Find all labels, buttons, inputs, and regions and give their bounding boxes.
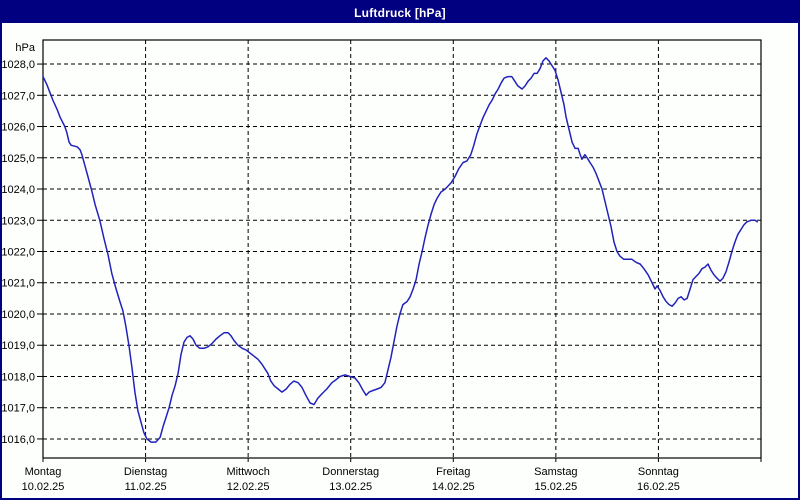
y-tick-label: 1019,0 <box>2 340 35 352</box>
pressure-chart: 1028,0 1027,0 1026,0 1025,0 1024,0 1023,0 1022… <box>2 39 762 493</box>
x-day-label: Freitag <box>436 466 470 478</box>
x-date-label: 14.02.25 <box>432 481 475 493</box>
y-axis-unit-label: hPa <box>15 42 35 54</box>
x-date-label: 16.02.25 <box>637 481 680 493</box>
y-tick-label: 1024,0 <box>2 184 35 196</box>
y-tick-label: 1017,0 <box>2 403 35 415</box>
x-day-label: Mittwoch <box>226 466 269 478</box>
y-tick-label: 1027,0 <box>2 90 35 102</box>
x-day-label: Sonntag <box>638 466 679 478</box>
x-date-label: 10.02.25 <box>22 481 65 493</box>
x-day-label: Samstag <box>534 466 577 478</box>
window-title: Luftdruck [hPa] <box>354 5 446 20</box>
chart-area: 1028,0 1027,0 1026,0 1025,0 1024,0 1023,0 1022… <box>2 23 798 498</box>
x-day-label: Montag <box>25 466 62 478</box>
x-date-label: 13.02.25 <box>329 481 372 493</box>
title-bar[interactable]: Luftdruck [hPa] <box>2 2 798 23</box>
y-tick-label: 1016,0 <box>2 434 35 446</box>
x-day-label: Donnerstag <box>322 466 379 478</box>
y-tick-label: 1023,0 <box>2 215 35 227</box>
x-date-label: 12.02.25 <box>227 481 270 493</box>
x-date-label: 15.02.25 <box>534 481 577 493</box>
pressure-line <box>42 57 758 443</box>
y-tick-label: 1020,0 <box>2 309 35 321</box>
y-tick-label: 1026,0 <box>2 122 35 134</box>
x-date-label: 11.02.25 <box>125 481 167 493</box>
y-tick-label: 1025,0 <box>2 153 35 165</box>
x-day-label: Dienstag <box>124 466 167 478</box>
y-tick-label: 1028,0 <box>2 59 35 71</box>
y-tick-label: 1021,0 <box>2 278 35 290</box>
y-tick-label: 1022,0 <box>2 246 35 258</box>
plot-border <box>42 39 762 459</box>
y-tick-label: 1018,0 <box>2 371 35 383</box>
